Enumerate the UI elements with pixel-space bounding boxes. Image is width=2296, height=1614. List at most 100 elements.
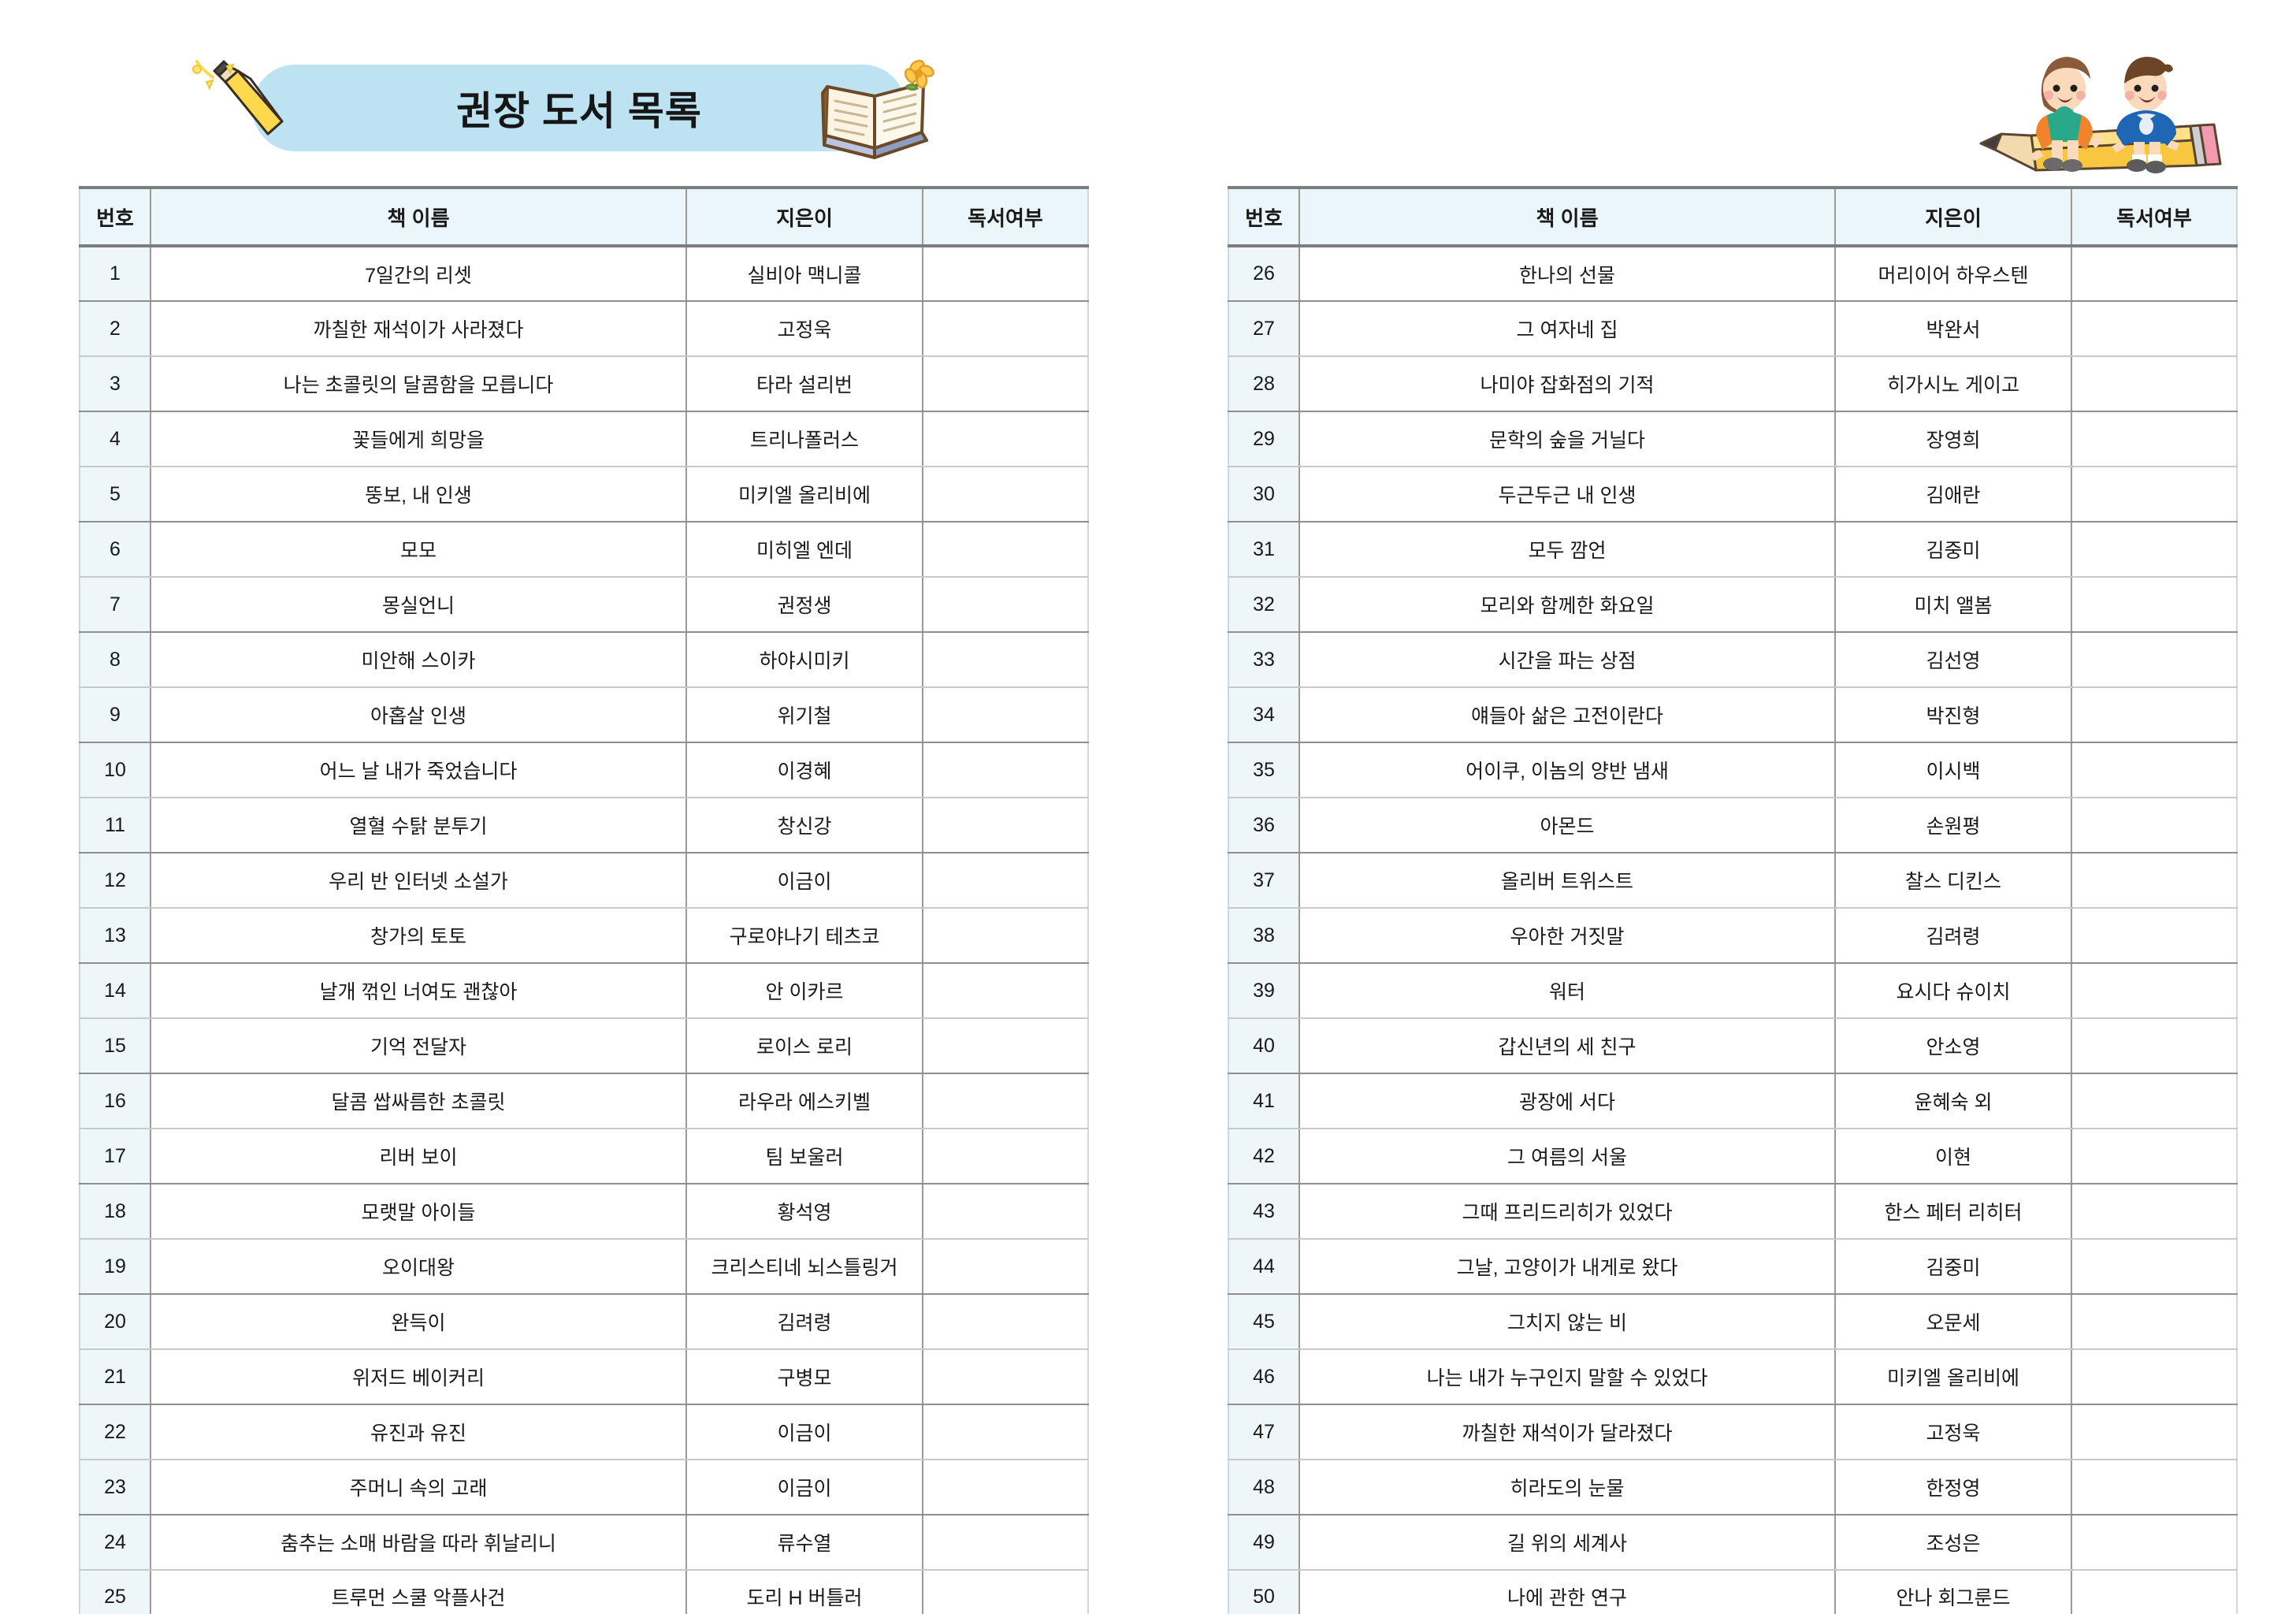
cell-author: 미히엘 엔데 — [686, 521, 923, 578]
cell-title: 그 여자네 집 — [1299, 300, 1836, 357]
cell-read-status[interactable] — [2071, 1404, 2238, 1460]
table-header-row: 번호 책 이름 지은이 독서여부 — [79, 186, 1089, 247]
cell-read-status[interactable] — [923, 686, 1089, 743]
cell-number: 19 — [79, 1238, 151, 1295]
cell-author: 권정생 — [686, 576, 923, 633]
cell-read-status[interactable] — [2071, 686, 2238, 743]
cell-number: 15 — [79, 1017, 151, 1074]
cell-read-status[interactable] — [923, 1569, 1089, 1614]
cell-read-status[interactable] — [923, 411, 1089, 467]
cell-read-status[interactable] — [2071, 1073, 2238, 1129]
column-header-number: 번호 — [1228, 186, 1300, 247]
cell-title: 시간을 파는 상점 — [1299, 631, 1836, 688]
cell-read-status[interactable] — [2071, 521, 2238, 578]
table-row: 38 우아한 거짓말 김려령 — [1228, 907, 2238, 964]
cell-number: 34 — [1228, 686, 1300, 743]
cell-read-status[interactable] — [923, 466, 1089, 523]
cell-title: 올리버 트위스트 — [1299, 852, 1836, 909]
cell-read-status[interactable] — [2071, 576, 2238, 633]
cell-number: 27 — [1228, 300, 1300, 357]
table-row: 29 문학의 숲을 거닐다 장영희 — [1228, 411, 2238, 467]
cell-title: 광장에 서다 — [1299, 1073, 1836, 1129]
cell-read-status[interactable] — [2071, 797, 2238, 853]
table-row: 45 그치지 않는 비 오문세 — [1228, 1293, 2238, 1350]
cell-number: 8 — [79, 631, 151, 688]
cell-read-status[interactable] — [2071, 411, 2238, 467]
cell-read-status[interactable] — [923, 852, 1089, 909]
cell-read-status[interactable] — [2071, 1017, 2238, 1074]
table-row: 4 꽃들에게 희망을 트리나폴러스 — [79, 411, 1089, 467]
cell-title: 갑신년의 세 친구 — [1299, 1017, 1836, 1074]
cell-read-status[interactable] — [923, 1514, 1089, 1571]
cell-read-status[interactable] — [2071, 852, 2238, 909]
cell-title: 아몬드 — [1299, 797, 1836, 853]
cell-author: 하야시미키 — [686, 631, 923, 688]
cell-read-status[interactable] — [2071, 1459, 2238, 1515]
cell-read-status[interactable] — [2071, 1293, 2238, 1350]
column-header-author: 지은이 — [685, 186, 923, 247]
cell-read-status[interactable] — [923, 1238, 1089, 1295]
cell-author: 이금이 — [686, 1404, 923, 1460]
cell-read-status[interactable] — [2071, 1348, 2238, 1405]
cell-read-status[interactable] — [2071, 1514, 2238, 1571]
cell-title: 그날, 고양이가 내게로 왔다 — [1299, 1238, 1836, 1295]
cell-number: 18 — [79, 1183, 151, 1240]
table-row: 43 그때 프리드리히가 있었다 한스 페터 리히터 — [1228, 1183, 2238, 1240]
cell-author: 김중미 — [1835, 521, 2072, 578]
cell-title: 얘들아 삶은 고전이란다 — [1299, 686, 1836, 743]
cell-number: 50 — [1228, 1569, 1300, 1614]
cell-read-status[interactable] — [923, 300, 1089, 357]
cell-read-status[interactable] — [923, 907, 1089, 964]
cell-read-status[interactable] — [2071, 1128, 2238, 1184]
cell-read-status[interactable] — [2071, 631, 2238, 688]
cell-read-status[interactable] — [923, 631, 1089, 688]
cell-read-status[interactable] — [2071, 1569, 2238, 1614]
table-row: 44 그날, 고양이가 내게로 왔다 김중미 — [1228, 1238, 2238, 1295]
table-row: 13 창가의 토토 구로야나기 테츠코 — [79, 907, 1089, 964]
cell-title: 열혈 수탉 분투기 — [150, 797, 687, 853]
cell-read-status[interactable] — [923, 797, 1089, 853]
cell-author: 미키엘 올리비에 — [1835, 1348, 2072, 1405]
cell-read-status[interactable] — [923, 576, 1089, 633]
cell-read-status[interactable] — [923, 1128, 1089, 1184]
cell-number: 14 — [79, 962, 151, 1019]
cell-read-status[interactable] — [923, 1293, 1089, 1350]
cell-read-status[interactable] — [923, 1459, 1089, 1515]
cell-read-status[interactable] — [923, 355, 1089, 412]
cell-number: 13 — [79, 907, 151, 964]
cell-read-status[interactable] — [2071, 962, 2238, 1019]
column-header-author: 지은이 — [1834, 186, 2072, 247]
cell-author: 요시다 슈이치 — [1835, 962, 2072, 1019]
table-row: 9 아홉살 인생 위기철 — [79, 686, 1089, 743]
cell-read-status[interactable] — [923, 1404, 1089, 1460]
cell-read-status[interactable] — [923, 1017, 1089, 1074]
cell-read-status[interactable] — [2071, 1238, 2238, 1295]
cell-title: 완득이 — [150, 1293, 687, 1350]
cell-read-status[interactable] — [2071, 300, 2238, 357]
cell-author: 타라 설리번 — [686, 355, 923, 412]
cell-title: 나는 초콜릿의 달콤함을 모릅니다 — [150, 355, 687, 412]
cell-read-status[interactable] — [923, 521, 1089, 578]
book-table-left-wrapper: 번호 책 이름 지은이 독서여부 1 7일간의 리셋 실비아 맥니콜 2 까칠한 재석… — [79, 186, 1089, 1614]
cell-number: 5 — [79, 466, 151, 523]
cell-title: 워터 — [1299, 962, 1836, 1019]
cell-read-status[interactable] — [923, 1073, 1089, 1129]
cell-read-status[interactable] — [2071, 245, 2238, 302]
table-row: 42 그 여름의 서울 이현 — [1228, 1128, 2238, 1184]
cell-read-status[interactable] — [923, 245, 1089, 302]
cell-read-status[interactable] — [923, 962, 1089, 1019]
cell-number: 40 — [1228, 1017, 1300, 1074]
cell-read-status[interactable] — [923, 1348, 1089, 1405]
cell-author: 실비아 맥니콜 — [686, 245, 923, 302]
cell-title: 문학의 숲을 거닐다 — [1299, 411, 1836, 467]
cell-read-status[interactable] — [2071, 1183, 2238, 1240]
cell-read-status[interactable] — [2071, 907, 2238, 964]
table-row: 31 모두 깜언 김중미 — [1228, 521, 2238, 578]
table-row: 2 까칠한 재석이가 사라졌다 고정욱 — [79, 300, 1089, 357]
cell-title: 미안해 스이카 — [150, 631, 687, 688]
cell-read-status[interactable] — [2071, 466, 2238, 523]
cell-read-status[interactable] — [923, 1183, 1089, 1240]
cell-read-status[interactable] — [2071, 355, 2238, 412]
cell-read-status[interactable] — [2071, 742, 2238, 798]
cell-read-status[interactable] — [923, 742, 1089, 798]
